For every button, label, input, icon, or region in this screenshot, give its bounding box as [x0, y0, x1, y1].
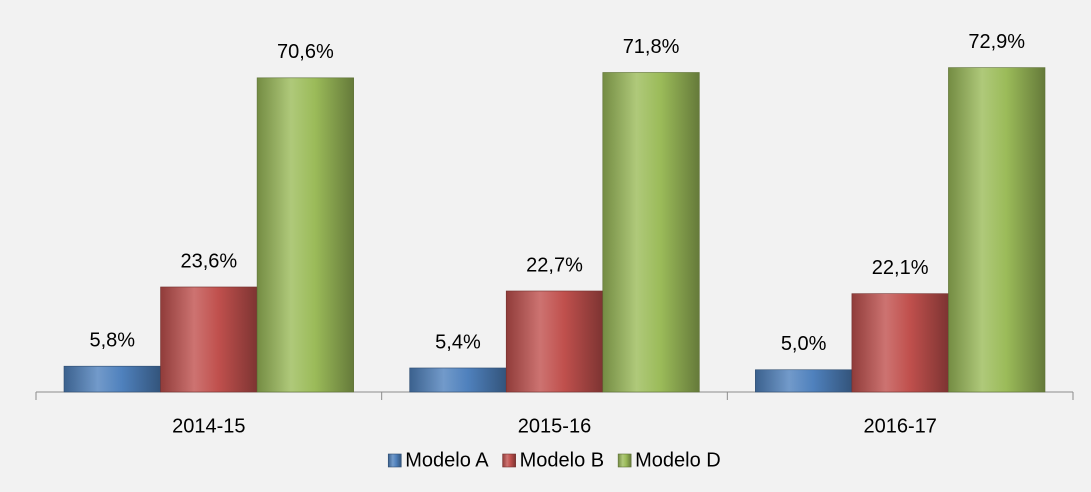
legend-item: Modelo A: [387, 449, 489, 471]
bar: [160, 286, 258, 393]
bar: [948, 67, 1046, 393]
legend-swatch: [387, 453, 402, 468]
legend-item: Modelo D: [617, 449, 721, 471]
bar: [409, 367, 507, 393]
bar: [851, 293, 949, 393]
bar: [602, 72, 700, 393]
value-label: 72,9%: [968, 31, 1025, 53]
bar: [755, 369, 853, 393]
bar: [505, 290, 604, 393]
x-tick-label: 2016-17: [863, 415, 936, 437]
value-label: 23,6%: [180, 250, 237, 272]
legend-swatch: [502, 453, 516, 468]
legend-item: Modelo B: [502, 449, 605, 471]
bar: [63, 365, 161, 393]
value-label: 70,6%: [277, 41, 334, 63]
value-label: 22,1%: [872, 257, 929, 279]
value-label: 22,7%: [526, 254, 583, 276]
x-tick-label: 2015-16: [518, 415, 591, 437]
x-tick-label: 2014-15: [172, 415, 245, 437]
value-label: 71,8%: [623, 36, 680, 58]
bar: [256, 77, 354, 393]
value-label: 5,4%: [435, 331, 481, 353]
legend-label: Modelo A: [405, 449, 489, 471]
value-label: 5,8%: [89, 329, 135, 351]
legend-swatch: [617, 453, 632, 468]
legend-label: Modelo B: [520, 449, 605, 471]
value-label: 5,0%: [781, 333, 827, 355]
legend-label: Modelo D: [635, 449, 721, 471]
